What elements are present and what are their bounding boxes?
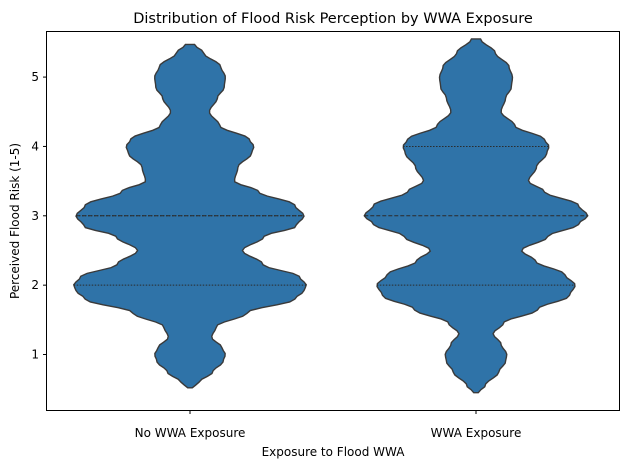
x-tick-label: No WWA Exposure: [135, 426, 246, 440]
y-tick-label: 2: [31, 278, 39, 292]
y-axis-label: Perceived Flood Risk (1-5): [8, 143, 22, 299]
y-tick-label: 4: [31, 139, 39, 153]
violin-group: [72, 38, 589, 394]
y-tick-label: 3: [31, 209, 39, 223]
x-axis-label: Exposure to Flood WWA: [262, 445, 406, 459]
y-tick-label: 5: [31, 70, 39, 84]
x-axis: No WWA Exposure WWA Exposure: [135, 410, 522, 440]
x-tick-label: WWA Exposure: [431, 426, 522, 440]
y-axis: 1 2 3 4 5: [31, 70, 47, 362]
y-tick-label: 1: [31, 348, 39, 362]
plot-frame: [46, 31, 620, 411]
chart-title: Distribution of Flood Risk Perception by…: [133, 11, 533, 27]
